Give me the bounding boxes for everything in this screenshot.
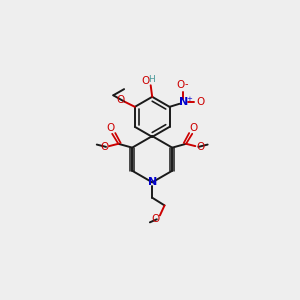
Text: N: N xyxy=(148,177,157,187)
Text: N: N xyxy=(179,97,188,107)
Text: O: O xyxy=(196,97,205,107)
Text: O: O xyxy=(106,123,115,133)
Text: O: O xyxy=(190,123,198,133)
Text: H: H xyxy=(148,75,155,84)
Text: O: O xyxy=(100,142,109,152)
Text: O: O xyxy=(151,214,159,224)
Text: O: O xyxy=(196,142,205,152)
Text: O: O xyxy=(176,80,184,90)
Text: O: O xyxy=(141,76,149,86)
Text: +: + xyxy=(186,96,192,102)
Text: -: - xyxy=(185,80,188,89)
Text: O: O xyxy=(116,95,124,105)
